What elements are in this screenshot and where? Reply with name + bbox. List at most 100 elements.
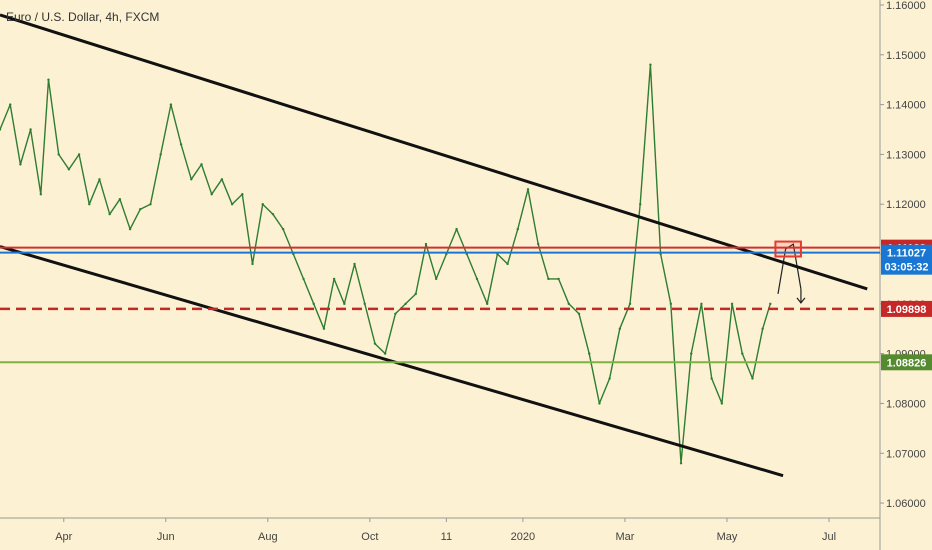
price-point bbox=[383, 352, 387, 355]
price-point bbox=[373, 342, 377, 345]
price-point bbox=[118, 198, 122, 201]
price-point bbox=[741, 352, 744, 355]
price-point bbox=[608, 377, 611, 380]
price-point bbox=[434, 277, 438, 281]
price-point bbox=[690, 352, 693, 355]
price-point bbox=[169, 103, 173, 106]
price-point bbox=[210, 193, 213, 196]
price-point bbox=[149, 203, 152, 206]
x-tick-label: 11 bbox=[441, 531, 452, 543]
price-point bbox=[547, 277, 550, 281]
price-badge-label: 1.09898 bbox=[887, 304, 927, 316]
price-point bbox=[108, 212, 111, 216]
price-point bbox=[414, 292, 417, 296]
price-point bbox=[332, 277, 336, 281]
channel-trendline bbox=[0, 13, 868, 291]
price-point bbox=[475, 277, 479, 281]
price-point bbox=[485, 302, 489, 306]
price-badge bbox=[881, 300, 932, 317]
price-badge bbox=[881, 244, 932, 275]
resistance-zone-box bbox=[774, 240, 802, 258]
price-point bbox=[720, 402, 724, 405]
price-badge-label: 1.11027 bbox=[887, 248, 926, 260]
price-point bbox=[128, 227, 132, 231]
price-point bbox=[424, 242, 428, 246]
y-tick-label: 1.14000 bbox=[886, 100, 926, 112]
price-point bbox=[404, 302, 407, 306]
price-point bbox=[577, 312, 581, 315]
price-point bbox=[639, 203, 642, 206]
countdown-label: 03:05:32 bbox=[884, 262, 928, 274]
y-tick-label: 1.06000 bbox=[886, 498, 926, 510]
price-point bbox=[769, 302, 772, 306]
price-point bbox=[394, 312, 397, 315]
price-point bbox=[649, 63, 652, 66]
price-point bbox=[710, 377, 713, 380]
price-point bbox=[200, 163, 203, 166]
chart-title: Euro / U.S. Dollar, 4h, FXCM bbox=[6, 10, 160, 24]
price-point bbox=[47, 78, 50, 81]
price-point bbox=[526, 188, 530, 191]
x-tick-label: May bbox=[717, 531, 738, 543]
y-tick-label: 1.15000 bbox=[886, 50, 926, 62]
price-point bbox=[19, 163, 22, 166]
price-point bbox=[751, 377, 754, 380]
price-point bbox=[669, 302, 673, 306]
price-point bbox=[567, 302, 571, 306]
y-tick-label: 1.13000 bbox=[886, 149, 926, 161]
price-point bbox=[302, 277, 305, 281]
price-point bbox=[159, 153, 162, 156]
x-tick-label: Aug bbox=[258, 531, 278, 543]
price-point bbox=[241, 193, 244, 196]
price-point bbox=[281, 227, 285, 231]
price-point bbox=[730, 302, 734, 306]
price-point bbox=[220, 178, 224, 181]
y-tick-label: 1.07000 bbox=[886, 448, 926, 460]
y-tick-label: 1.12000 bbox=[886, 199, 926, 211]
price-point bbox=[343, 302, 346, 306]
price-point bbox=[139, 207, 142, 211]
x-tick-label: Jul bbox=[822, 531, 836, 543]
channel-trendline bbox=[0, 245, 784, 478]
price-point bbox=[98, 178, 101, 181]
price-point bbox=[77, 153, 81, 156]
price-point bbox=[67, 168, 71, 171]
price-badge bbox=[881, 354, 932, 371]
price-point bbox=[588, 352, 591, 355]
y-tick-label: 1.16000 bbox=[886, 0, 926, 12]
price-point bbox=[679, 462, 683, 465]
price-point bbox=[39, 193, 43, 196]
price-point bbox=[0, 128, 2, 131]
price-series-line bbox=[0, 64, 771, 464]
price-point bbox=[57, 153, 60, 156]
price-point bbox=[312, 302, 315, 306]
price-point bbox=[322, 327, 326, 330]
x-tick-label: Jun bbox=[157, 531, 175, 543]
x-tick-label: Mar bbox=[615, 531, 634, 543]
y-tick-label: 1.08000 bbox=[886, 398, 926, 410]
price-point bbox=[506, 262, 509, 266]
price-point bbox=[628, 302, 632, 306]
price-point bbox=[353, 262, 356, 266]
price-point bbox=[455, 227, 458, 231]
price-point bbox=[700, 302, 703, 306]
price-point bbox=[9, 103, 12, 106]
price-point bbox=[271, 212, 275, 216]
price-point bbox=[516, 227, 519, 231]
x-tick-label: Oct bbox=[361, 531, 378, 543]
projection-arrow-head bbox=[796, 297, 806, 304]
price-point bbox=[190, 178, 193, 181]
price-point bbox=[618, 327, 622, 330]
price-point bbox=[363, 302, 366, 306]
x-tick-label: Apr bbox=[55, 531, 72, 543]
price-point bbox=[261, 203, 264, 206]
price-badge-label: 1.08826 bbox=[887, 357, 927, 369]
price-point bbox=[761, 327, 764, 330]
price-point bbox=[537, 242, 540, 246]
x-tick-label: 2020 bbox=[511, 531, 535, 543]
price-point bbox=[230, 203, 234, 206]
price-point bbox=[251, 262, 254, 266]
price-point bbox=[88, 203, 91, 206]
